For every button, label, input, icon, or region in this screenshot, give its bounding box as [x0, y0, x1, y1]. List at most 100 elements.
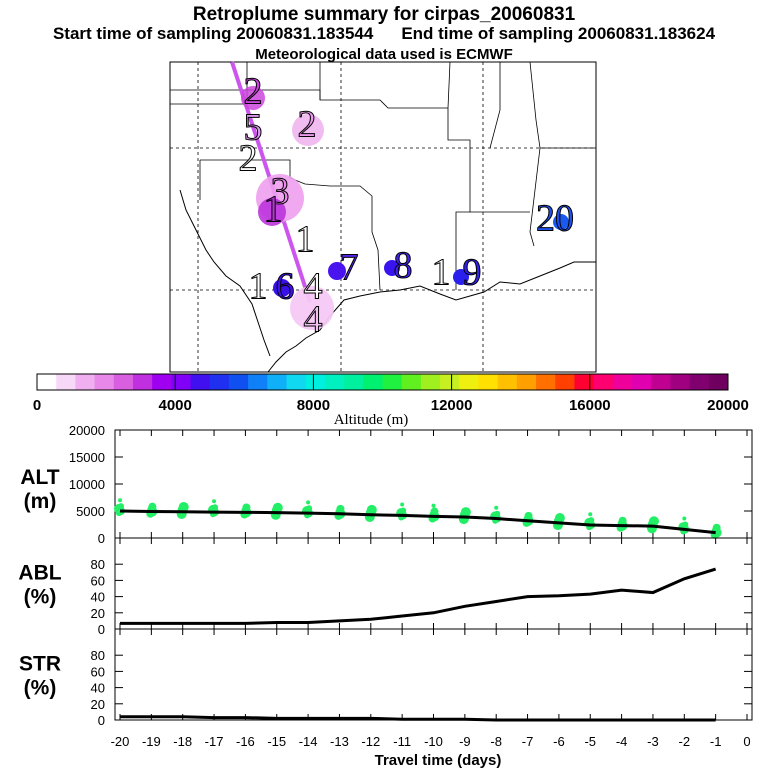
altitude-point [682, 516, 687, 521]
x-tick-label: -18 [173, 734, 192, 749]
start-time-label: Start time of sampling 20060831.183544 [52, 24, 374, 43]
abl-line [120, 567, 717, 625]
colorbar-swatch [267, 374, 288, 390]
day-label: 20 [536, 198, 574, 240]
x-tick-label: -3 [647, 734, 659, 749]
y-tick-label: 40 [91, 681, 105, 696]
colorbar-swatch [689, 374, 710, 390]
plume-blob [328, 262, 346, 280]
colorbar-tick-label: 20000 [707, 397, 749, 414]
x-tick-label: 0 [743, 734, 750, 749]
plume-blob [292, 114, 324, 146]
plume-blob [258, 198, 286, 226]
altitude-point [648, 516, 659, 527]
y-tick-label: 20 [91, 606, 105, 621]
y-tick-label: 20000 [69, 423, 105, 438]
altitude-point [212, 499, 217, 504]
colorbar-label: Altitude (m) [334, 412, 409, 428]
colorbar-swatch [401, 374, 422, 390]
colorbar-swatch [171, 374, 192, 390]
colorbar-swatch [75, 374, 96, 390]
colorbar-swatch [209, 374, 230, 390]
day-label: 5 [244, 107, 263, 149]
colorbar-swatch [420, 374, 441, 390]
map-gridlines [170, 62, 596, 372]
y-tick-label: 60 [91, 573, 105, 588]
x-tick-label: -5 [584, 734, 596, 749]
altitude-point [242, 503, 251, 512]
panel-frame [114, 537, 753, 630]
colorbar-swatch [440, 374, 460, 390]
x-tick-label: -17 [205, 734, 224, 749]
plume-blob [273, 279, 291, 297]
x-tick-label: -16 [236, 734, 255, 749]
altitude-point [212, 504, 219, 511]
colorbar-tick-label: 8000 [297, 397, 330, 414]
colorbar-swatch [555, 374, 575, 390]
colorbar-swatch [593, 374, 614, 390]
panel-alt: 20000 15000 10000 5000 0 ALT(m) [20, 423, 753, 546]
x-tick-label: -14 [299, 734, 318, 749]
x-tick-label: -8 [490, 734, 502, 749]
panel-label: ABL [18, 562, 61, 585]
x-tick-label: -10 [424, 734, 443, 749]
altitude-point [712, 523, 721, 532]
colorbar-swatch [152, 374, 172, 390]
x-tick-label: -20 [111, 734, 130, 749]
altitude-point [494, 510, 501, 517]
altitude-point [400, 502, 405, 507]
altitude-point [460, 507, 471, 518]
state-borders [170, 61, 596, 291]
altitude-point [430, 507, 439, 516]
colorbar-swatch [497, 374, 518, 390]
colorbar-swatch [344, 374, 364, 390]
day-label: 2 [298, 104, 317, 146]
day-label: 1 [296, 219, 315, 261]
day-label: 9 [463, 252, 482, 294]
colorbar-swatch [324, 374, 345, 390]
x-tick-label: -11 [393, 734, 411, 749]
x-tick-label: -1 [710, 734, 722, 749]
colorbar-swatch [228, 374, 249, 390]
colorbar-swatch [651, 374, 671, 390]
x-tick-label: -2 [679, 734, 691, 749]
y-tick-label: 60 [91, 664, 105, 679]
x-tick-label: -12 [361, 734, 380, 749]
day-label: 1 [264, 189, 283, 231]
coastline [179, 189, 596, 373]
colorbar-swatch [632, 374, 652, 390]
altitude-point [431, 503, 436, 508]
x-tick-label: -19 [142, 734, 161, 749]
day-label: 2 [239, 138, 258, 180]
colorbar-tick-label: 0 [33, 397, 41, 414]
y-tick-label: 15000 [69, 450, 105, 465]
altitude-point [306, 500, 311, 505]
panel-label: ALT [20, 466, 59, 489]
altitude-point [554, 513, 565, 524]
colorbar-swatch [113, 374, 134, 390]
str-line [120, 715, 716, 722]
map-frame [169, 61, 597, 373]
panel-frame [114, 628, 753, 721]
plume-blob [453, 269, 469, 285]
colorbar-tick-label: 4000 [159, 397, 192, 414]
altitude-point [524, 511, 533, 520]
y-tick-label: 0 [98, 713, 105, 728]
colorbar-swatch [37, 374, 57, 390]
altitude-point [400, 507, 407, 514]
day-label: 2 [244, 71, 263, 113]
colorbar-tick-label: 16000 [569, 397, 611, 414]
y-tick-label: 0 [98, 531, 105, 546]
colorbar-swatch [132, 374, 153, 390]
altitude-point [118, 498, 122, 503]
altitude-point [366, 504, 377, 515]
x-tick-label: -7 [522, 734, 534, 749]
day-label: 3 [271, 171, 290, 213]
plume-blob [384, 260, 400, 276]
x-tick-label: -15 [267, 734, 286, 749]
altitude-point [494, 505, 499, 510]
